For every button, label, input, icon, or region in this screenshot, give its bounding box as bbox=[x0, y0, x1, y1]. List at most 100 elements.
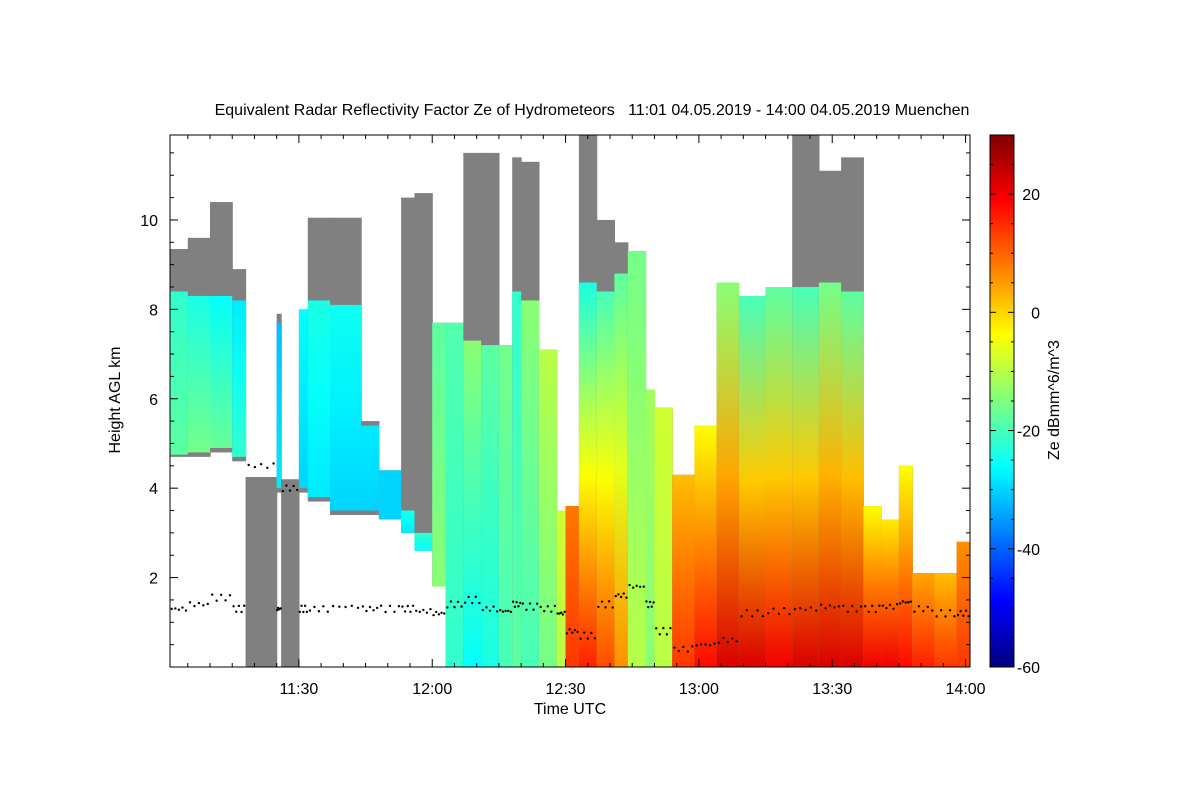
reflectivity-column bbox=[912, 573, 936, 667]
cloud-base-point bbox=[677, 649, 681, 653]
colorbar-label: Ze dBmm^6/m^3 bbox=[1046, 340, 1063, 460]
reflectivity-column bbox=[556, 510, 567, 667]
time-profile bbox=[881, 519, 900, 667]
cloud-base-point bbox=[202, 604, 205, 607]
time-profile bbox=[521, 161, 540, 667]
cloud-base-point bbox=[777, 612, 781, 616]
cloud-base-point bbox=[909, 600, 913, 603]
cloud-base-point bbox=[303, 604, 307, 607]
cloud-base-point bbox=[611, 606, 614, 609]
reflectivity-column bbox=[898, 465, 913, 667]
reflectivity-column bbox=[614, 273, 629, 667]
cloud-base-point bbox=[449, 600, 453, 603]
cloud-base-point bbox=[253, 465, 257, 469]
cloud-base-point bbox=[824, 607, 827, 610]
cloud-base-point bbox=[437, 613, 441, 616]
cloud-base-point bbox=[586, 637, 589, 640]
cloud-base-point bbox=[308, 609, 312, 612]
cloud-base-point bbox=[665, 633, 669, 636]
cloud-base-point bbox=[682, 645, 685, 649]
time-profile bbox=[276, 313, 282, 493]
reflectivity-column bbox=[645, 389, 656, 667]
cloud-base-point bbox=[944, 615, 947, 618]
time-profile bbox=[645, 389, 656, 667]
reflectivity-column bbox=[792, 287, 820, 667]
cloud-base-point bbox=[406, 604, 409, 608]
cloud-base-point bbox=[652, 601, 655, 604]
colorbar bbox=[989, 134, 1015, 668]
cloud-base-point bbox=[305, 610, 309, 614]
cloud-base-point bbox=[874, 610, 877, 614]
cloud-base-point bbox=[888, 603, 892, 607]
cloud-base-point bbox=[279, 607, 282, 610]
cloud-base-point bbox=[628, 583, 631, 587]
cloud-base-point bbox=[184, 609, 188, 612]
cloud-base-point bbox=[326, 610, 329, 613]
cloud-base-point bbox=[193, 604, 196, 608]
reflectivity-column bbox=[414, 532, 433, 551]
cloud-base-point bbox=[240, 610, 243, 614]
time-profile bbox=[694, 425, 718, 667]
reflectivity-column bbox=[738, 295, 767, 667]
cloud-base-point bbox=[726, 640, 729, 644]
time-profile bbox=[672, 474, 696, 667]
cloud-base-point bbox=[401, 605, 404, 608]
time-profile bbox=[792, 135, 820, 667]
reflectivity-column bbox=[538, 349, 558, 667]
reflectivity-column bbox=[694, 425, 718, 667]
cloud-base-point bbox=[174, 607, 177, 610]
reflectivity-column bbox=[307, 300, 331, 498]
cloud-base-point bbox=[322, 605, 325, 608]
reflectivity-column bbox=[498, 345, 513, 667]
cloud-base-point bbox=[669, 626, 672, 630]
cloud-base-point bbox=[751, 615, 754, 618]
time-profile bbox=[378, 470, 402, 520]
cloud-base-point bbox=[899, 602, 902, 605]
cloud-base-point bbox=[532, 608, 535, 611]
time-profile bbox=[330, 217, 362, 516]
cloud-base-point bbox=[926, 605, 929, 609]
cloud-base-point bbox=[467, 595, 470, 599]
cloud-base-point bbox=[881, 604, 885, 607]
cloud-base-point bbox=[361, 605, 365, 608]
cloud-base-point bbox=[411, 604, 415, 608]
cloud-base-point bbox=[565, 632, 569, 635]
no-echo-region bbox=[245, 477, 278, 667]
cloud-base-point bbox=[368, 605, 372, 609]
cloud-base-point bbox=[232, 605, 235, 608]
cloud-base-point bbox=[904, 601, 907, 604]
cloud-base-point bbox=[788, 612, 791, 616]
cloud-base-point bbox=[313, 605, 316, 609]
cloud-base-point bbox=[892, 607, 895, 610]
y-tick-label: 6 bbox=[149, 392, 158, 409]
cloud-base-point bbox=[735, 640, 738, 643]
cloud-base-point bbox=[181, 606, 184, 609]
cloud-base-point bbox=[292, 484, 295, 488]
cloud-base-point bbox=[913, 610, 916, 613]
colorbar-tick-label: 0 bbox=[1031, 305, 1040, 322]
cloud-base-point bbox=[740, 615, 743, 618]
cloud-base-point bbox=[895, 603, 899, 606]
colorbar-tick-label: 20 bbox=[1022, 187, 1040, 204]
time-profile bbox=[556, 510, 567, 667]
time-profile bbox=[765, 287, 793, 667]
cloud-base-point bbox=[939, 609, 943, 612]
cloud-base-point bbox=[356, 606, 360, 610]
x-tick-label: 11:30 bbox=[279, 681, 318, 698]
reflectivity-column bbox=[565, 506, 580, 667]
no-echo-region bbox=[401, 197, 416, 533]
colorbar-tick-label: -60 bbox=[1017, 660, 1040, 677]
cloud-base-point bbox=[635, 584, 638, 588]
cloud-base-point bbox=[228, 594, 232, 597]
cloud-base-point bbox=[456, 600, 460, 604]
reflectivity-column bbox=[716, 282, 740, 667]
cloud-base-point bbox=[579, 637, 582, 641]
cloud-base-point bbox=[851, 604, 854, 608]
cloud-base-point bbox=[573, 628, 577, 632]
cloud-base-point bbox=[435, 610, 438, 614]
y-tick-label: 2 bbox=[149, 571, 158, 588]
colorbar-axis: 20 0 -20 -40 -60 bbox=[990, 164, 1040, 677]
cloud-base-point bbox=[648, 600, 652, 604]
cloud-base-point bbox=[474, 595, 477, 599]
